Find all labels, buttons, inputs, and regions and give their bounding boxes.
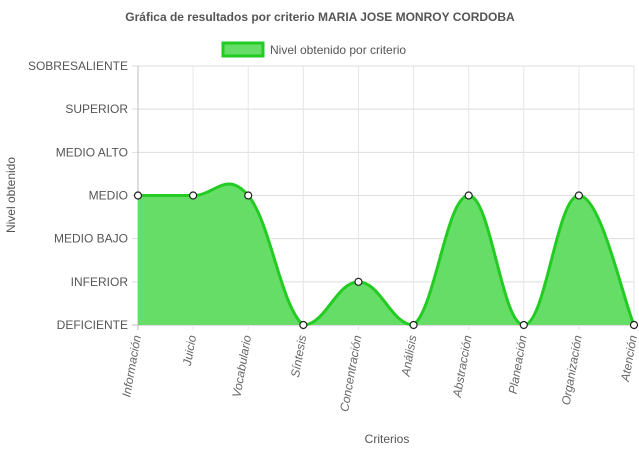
legend-label: Nivel obtenido por criterio: [270, 43, 406, 57]
data-point[interactable]: [133, 191, 143, 200]
data-point[interactable]: [629, 320, 639, 330]
x-tick-label: Concentración: [337, 334, 364, 413]
x-tick-label: Juicio: [180, 334, 199, 368]
data-point[interactable]: [354, 277, 363, 286]
x-axis-label: Criterios: [365, 432, 410, 446]
y-axis-label: Nivel obtenido: [4, 157, 18, 233]
y-tick-label: INFERIOR: [71, 275, 129, 289]
data-point[interactable]: [574, 191, 583, 200]
x-tick-label: Vocabulario: [229, 334, 254, 399]
x-tick-label: Síntesis: [288, 334, 309, 378]
series-area: [133, 182, 639, 330]
data-point[interactable]: [519, 320, 528, 330]
legend[interactable]: Nivel obtenido por criterio: [221, 41, 406, 58]
data-point[interactable]: [244, 191, 253, 200]
x-tick-label: Planeación: [506, 334, 530, 395]
data-point[interactable]: [189, 191, 198, 200]
y-tick-label: MEDIO BAJO: [54, 232, 128, 246]
data-point[interactable]: [299, 320, 308, 330]
data-point[interactable]: [409, 320, 418, 330]
y-axis-ticks: DEFICIENTE INFERIOR MEDIO BAJO MEDIO MEDIO A…: [28, 59, 128, 332]
y-tick-label: DEFICIENTE: [57, 318, 128, 332]
x-axis-ticks: Información Juicio Vocabulario Síntesis Conc…: [119, 334, 639, 413]
x-tick-label: Organización: [559, 334, 585, 406]
chart-title: Gráfica de resultados por criterio MARIA…: [125, 10, 515, 24]
legend-swatch: [221, 41, 265, 58]
data-point[interactable]: [464, 191, 473, 200]
y-tick-label: SOBRESALIENTE: [28, 59, 128, 73]
x-tick-label: Información: [119, 334, 144, 398]
y-tick-label: SUPERIOR: [65, 102, 128, 116]
x-tick-label: Atención: [618, 334, 639, 384]
x-tick-label: Análisis: [398, 334, 419, 378]
area-fill: [138, 183, 634, 325]
y-tick-label: MEDIO: [89, 189, 128, 203]
y-tick-label: MEDIO ALTO: [56, 145, 128, 159]
x-tick-label: Abstracción: [450, 334, 475, 399]
